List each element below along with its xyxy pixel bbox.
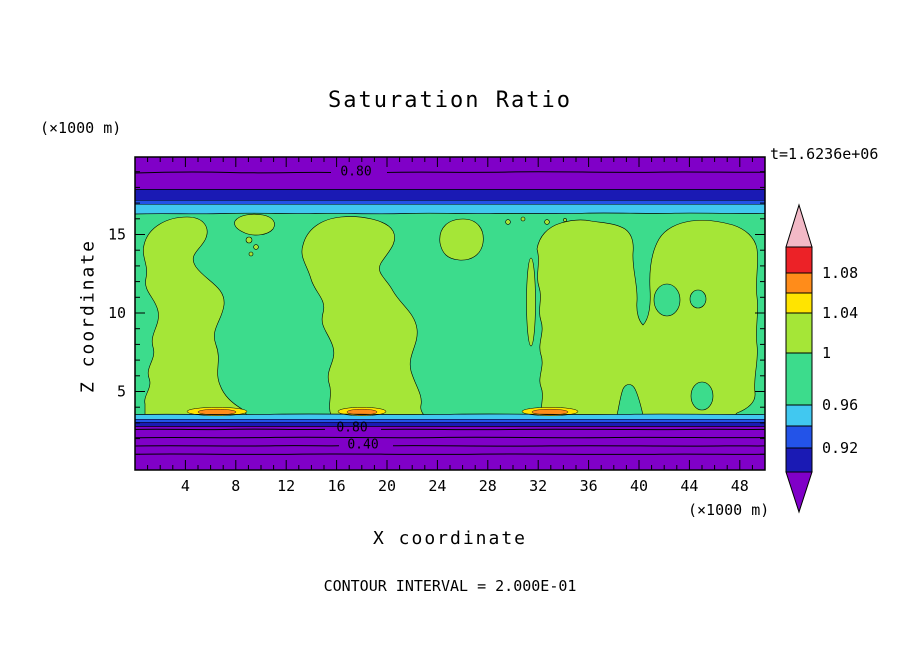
colorbar-segment: [785, 425, 813, 449]
contour-interval-label: CONTOUR INTERVAL = 2.000E-01: [323, 577, 577, 595]
colorbar-tick-label: 1.08: [822, 264, 858, 282]
colorbar-arrow-up: [785, 203, 813, 248]
field-yellowgreen-blobs: [143, 213, 758, 416]
x-tick-label: 24: [428, 477, 446, 495]
x-tick-label: 16: [328, 477, 346, 495]
y-tick-label: 5: [117, 383, 126, 401]
colorbar-segment: [785, 404, 813, 427]
colorbar-segment: [785, 352, 813, 406]
x-tick-label: 28: [479, 477, 497, 495]
x-tick-label: 8: [231, 477, 240, 495]
x-tick-label: 36: [580, 477, 598, 495]
y-tick-label: 10: [108, 304, 126, 322]
colorbar-segment: [785, 312, 813, 354]
plot-title: Saturation Ratio: [328, 88, 572, 113]
colorbar-segment: [785, 292, 813, 314]
colorbar-tick-label: 1.04: [822, 304, 858, 322]
axis-ticks: [135, 157, 765, 470]
x-axis-label: X coordinate: [372, 528, 528, 549]
contour-line-label: 0.80: [336, 420, 368, 436]
x-axis-unit-label: (×1000 m): [688, 501, 770, 519]
x-tick-label: 4: [181, 477, 190, 495]
contour-line-label: 0.80: [340, 164, 372, 180]
field-boundary-lines: [135, 189, 765, 427]
x-tick-label: 12: [277, 477, 295, 495]
x-tick-label: 40: [630, 477, 648, 495]
colorbar-tick-label: 0.96: [822, 396, 858, 414]
field-top-bands: [135, 157, 765, 214]
x-tick-label: 44: [680, 477, 698, 495]
colorbar-segment: [785, 246, 813, 274]
contour-field: [135, 157, 765, 470]
y-axis-label: Z coordinate: [77, 238, 99, 394]
contour-lines: [135, 171, 765, 455]
x-tick-label: 48: [731, 477, 749, 495]
colorbar-tick-label: 0.92: [822, 439, 858, 457]
x-tick-label: 20: [378, 477, 396, 495]
field-hotspots: [186, 407, 579, 416]
time-annotation: t=1.6236e+06: [770, 145, 879, 163]
colorbar-segment: [785, 272, 813, 294]
colorbar: 1.08 1.04 1 0.96 0.92: [785, 203, 858, 514]
field-green-holes: [653, 283, 714, 411]
y-axis-unit-label: (×1000 m): [40, 119, 122, 137]
contour-line-label: 0.40: [347, 437, 379, 453]
x-tick-label: 32: [529, 477, 547, 495]
colorbar-tick-label: 1: [822, 344, 831, 362]
y-tick-label: 15: [108, 226, 126, 244]
colorbar-arrow-down: [785, 471, 813, 514]
field-bottom-bands: [135, 413, 765, 470]
colorbar-segment: [785, 447, 813, 473]
